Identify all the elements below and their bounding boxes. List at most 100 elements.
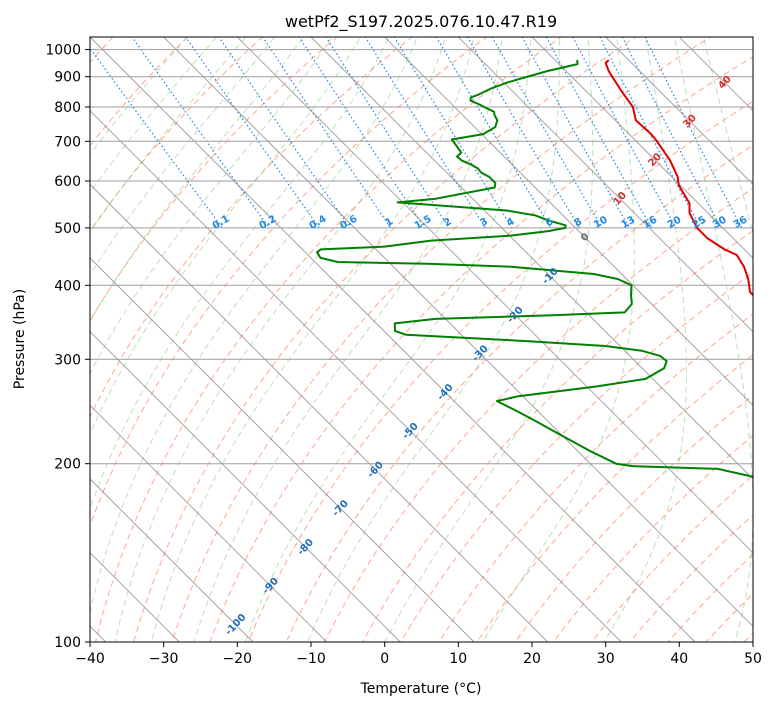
plot-frame <box>89 36 754 643</box>
mixing-ratio-label: 1.5 <box>413 214 434 232</box>
mixing-ratio-line <box>572 37 677 229</box>
x-tick-label: −40 <box>75 651 105 667</box>
isotherm-line <box>90 478 254 642</box>
mixing-ratio-line <box>131 37 270 229</box>
isotherm-line <box>531 37 753 259</box>
mixing-ratio-label: 0.2 <box>258 214 279 232</box>
x-tick-label: 50 <box>744 651 762 667</box>
dry-adiabat <box>514 394 753 642</box>
x-tick-label: −10 <box>296 651 326 667</box>
isotherm-line <box>752 37 753 38</box>
isotherm-line <box>90 37 696 642</box>
mixing-ratio-line <box>545 37 653 229</box>
y-tick-label: 900 <box>54 70 81 86</box>
y-axis-label: Pressure (hPa) <box>12 289 28 389</box>
mixing-ratio-line <box>644 37 743 229</box>
mixing-ratio-line <box>393 37 513 229</box>
mixing-ratio-label: 10 <box>592 214 610 231</box>
isotherm-line <box>457 37 753 333</box>
x-tick-label: −30 <box>149 651 179 667</box>
moist-adiabat <box>603 37 687 642</box>
dry-adiabat <box>552 434 753 642</box>
isotherm-line <box>90 257 475 642</box>
chart-title: wetPf2_S197.2025.076.10.47.R19 <box>285 12 557 32</box>
y-tick-label: 100 <box>54 635 81 651</box>
y-axis: 100 200 300 400 500 600 700 800 900 1000 <box>45 43 90 651</box>
mixing-ratio-line <box>325 37 450 229</box>
y-tick-label: 800 <box>54 100 81 116</box>
dry-adiabat <box>171 37 712 642</box>
x-tick-label: 20 <box>523 651 541 667</box>
moist-adiabat <box>90 37 333 375</box>
mixing-ratio-label: 6 <box>544 216 556 229</box>
x-tick-label: −20 <box>223 651 253 667</box>
x-tick-label: 10 <box>449 651 467 667</box>
moist-adiabat <box>90 37 362 436</box>
mixing-ratio-line <box>466 37 580 229</box>
dry-adiabat <box>90 37 488 527</box>
mixing-ratio-lines <box>90 37 743 229</box>
mixing-ratio-label: 30 <box>711 214 729 231</box>
mixing-ratio-line <box>599 37 702 229</box>
isotherm-line <box>90 109 623 642</box>
dry-adiabat <box>209 56 753 642</box>
y-tick-label: 1000 <box>45 43 81 59</box>
y-tick-label: 300 <box>54 352 81 368</box>
mixing-ratio-label: 3 <box>478 216 490 229</box>
y-tick-label: 500 <box>54 221 81 237</box>
mixing-ratio-label: 0.4 <box>308 214 329 232</box>
mixing-ratio-label: 4 <box>505 216 517 229</box>
moist-adiabat <box>674 37 753 642</box>
dry-adiabat <box>90 37 338 322</box>
mixing-ratio-label: 8 <box>572 216 584 229</box>
mixing-ratio-line <box>90 47 223 229</box>
mixing-ratio-line <box>262 37 392 229</box>
isotherms <box>90 37 753 642</box>
plot-area: 0.1 0.2 0.4 0.6 1 1.5 2 3 4 6 8 10 13 16 20 25 30 36-100-… <box>90 37 753 642</box>
y-tick-label: 600 <box>54 174 81 190</box>
moist-adiabat <box>703 37 753 236</box>
mixing-ratio-line <box>435 37 552 229</box>
mixing-ratio-line <box>218 37 351 229</box>
moist-adiabat <box>90 37 247 234</box>
moist-adiabat <box>307 37 560 642</box>
dry-adiabat <box>133 37 637 642</box>
isotherm-line <box>90 551 181 642</box>
y-tick-label: 400 <box>54 278 81 294</box>
y-tick-label: 200 <box>54 457 81 473</box>
mixing-ratio-label: 36 <box>732 214 750 231</box>
mixing-ratio-label: 16 <box>642 214 660 231</box>
mixing-ratio-line <box>621 37 722 229</box>
isotherm-line <box>90 183 549 642</box>
dry-adiabat <box>743 632 753 642</box>
moist-adiabat <box>90 37 276 276</box>
dry-adiabat <box>323 187 753 642</box>
mixing-ratio-label: 1 <box>384 216 396 229</box>
mixing-ratio-label: 0.1 <box>211 214 232 232</box>
moist-adiabat <box>90 37 218 194</box>
moist-adiabat <box>193 37 503 642</box>
dry-adiabats <box>90 37 753 642</box>
isotherm-line <box>604 37 753 186</box>
y-tick-label: 700 <box>54 134 81 150</box>
x-tick-label: 30 <box>597 651 615 667</box>
moist-adiabat <box>114 37 447 642</box>
isotherm-line <box>90 330 402 642</box>
dry-adiabat <box>90 37 413 418</box>
dry-adiabat <box>90 37 189 147</box>
mixing-ratio-label: 20 <box>666 214 684 231</box>
mixing-ratio-label: 2 <box>442 216 454 229</box>
mixing-ratio-label: 13 <box>619 214 637 231</box>
moist-adiabat <box>244 37 532 642</box>
isotherm-line <box>310 37 753 480</box>
moist-adiabats <box>90 37 753 642</box>
profile-lines <box>316 59 753 478</box>
mixing-ratio-line <box>298 37 425 229</box>
moist-adiabat <box>90 37 188 156</box>
isotherm-line <box>162 37 753 628</box>
moist-adiabat <box>482 37 635 642</box>
dry-adiabat <box>285 144 753 642</box>
x-tick-label: 40 <box>670 651 688 667</box>
mixing-ratio-label: 25 <box>690 214 708 231</box>
